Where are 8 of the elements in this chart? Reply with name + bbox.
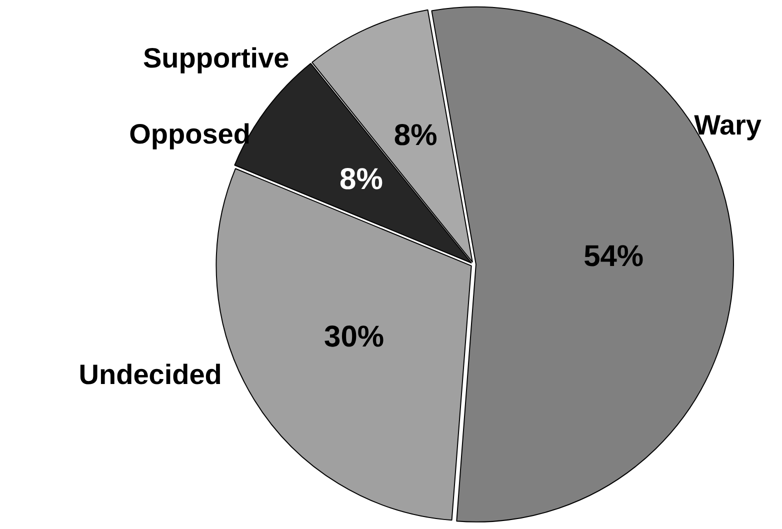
slice-label: Wary bbox=[694, 109, 762, 140]
data-label: 54% bbox=[584, 240, 644, 273]
data-label: 30% bbox=[324, 320, 384, 354]
slice-label: Opposed bbox=[129, 118, 250, 150]
slice-label: Supportive bbox=[142, 42, 290, 74]
data-label: 8% bbox=[340, 162, 383, 196]
slice-label: Undecided bbox=[78, 359, 222, 390]
data-label: 8% bbox=[394, 119, 438, 152]
